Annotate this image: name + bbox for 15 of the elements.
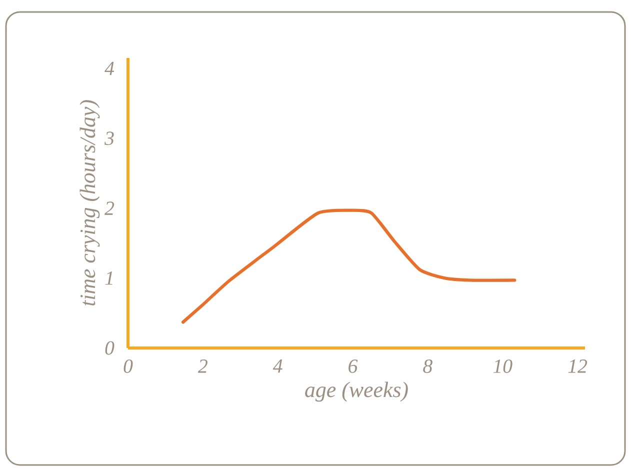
x-tick-label: 4: [272, 360, 282, 373]
y-tick-label: 2: [104, 202, 114, 215]
y-tick-label: 4: [104, 62, 114, 76]
y-tick-label: 0: [105, 341, 114, 355]
line-series: [181, 208, 516, 324]
x-tick-label: 2: [198, 360, 208, 373]
x-tick-label: 12: [568, 360, 588, 373]
x-tick-label: 0: [124, 360, 133, 373]
x-tick-label: 6: [348, 360, 358, 373]
y-tick-label: 3: [104, 132, 114, 146]
x-tick-label: 10: [493, 360, 512, 373]
x-axis-title: age (weeks): [305, 382, 408, 402]
y-axis-title: time crying (hours/day): [80, 100, 100, 306]
y-tick-label: 1: [105, 272, 112, 285]
x-tick-label: 8: [423, 360, 432, 373]
